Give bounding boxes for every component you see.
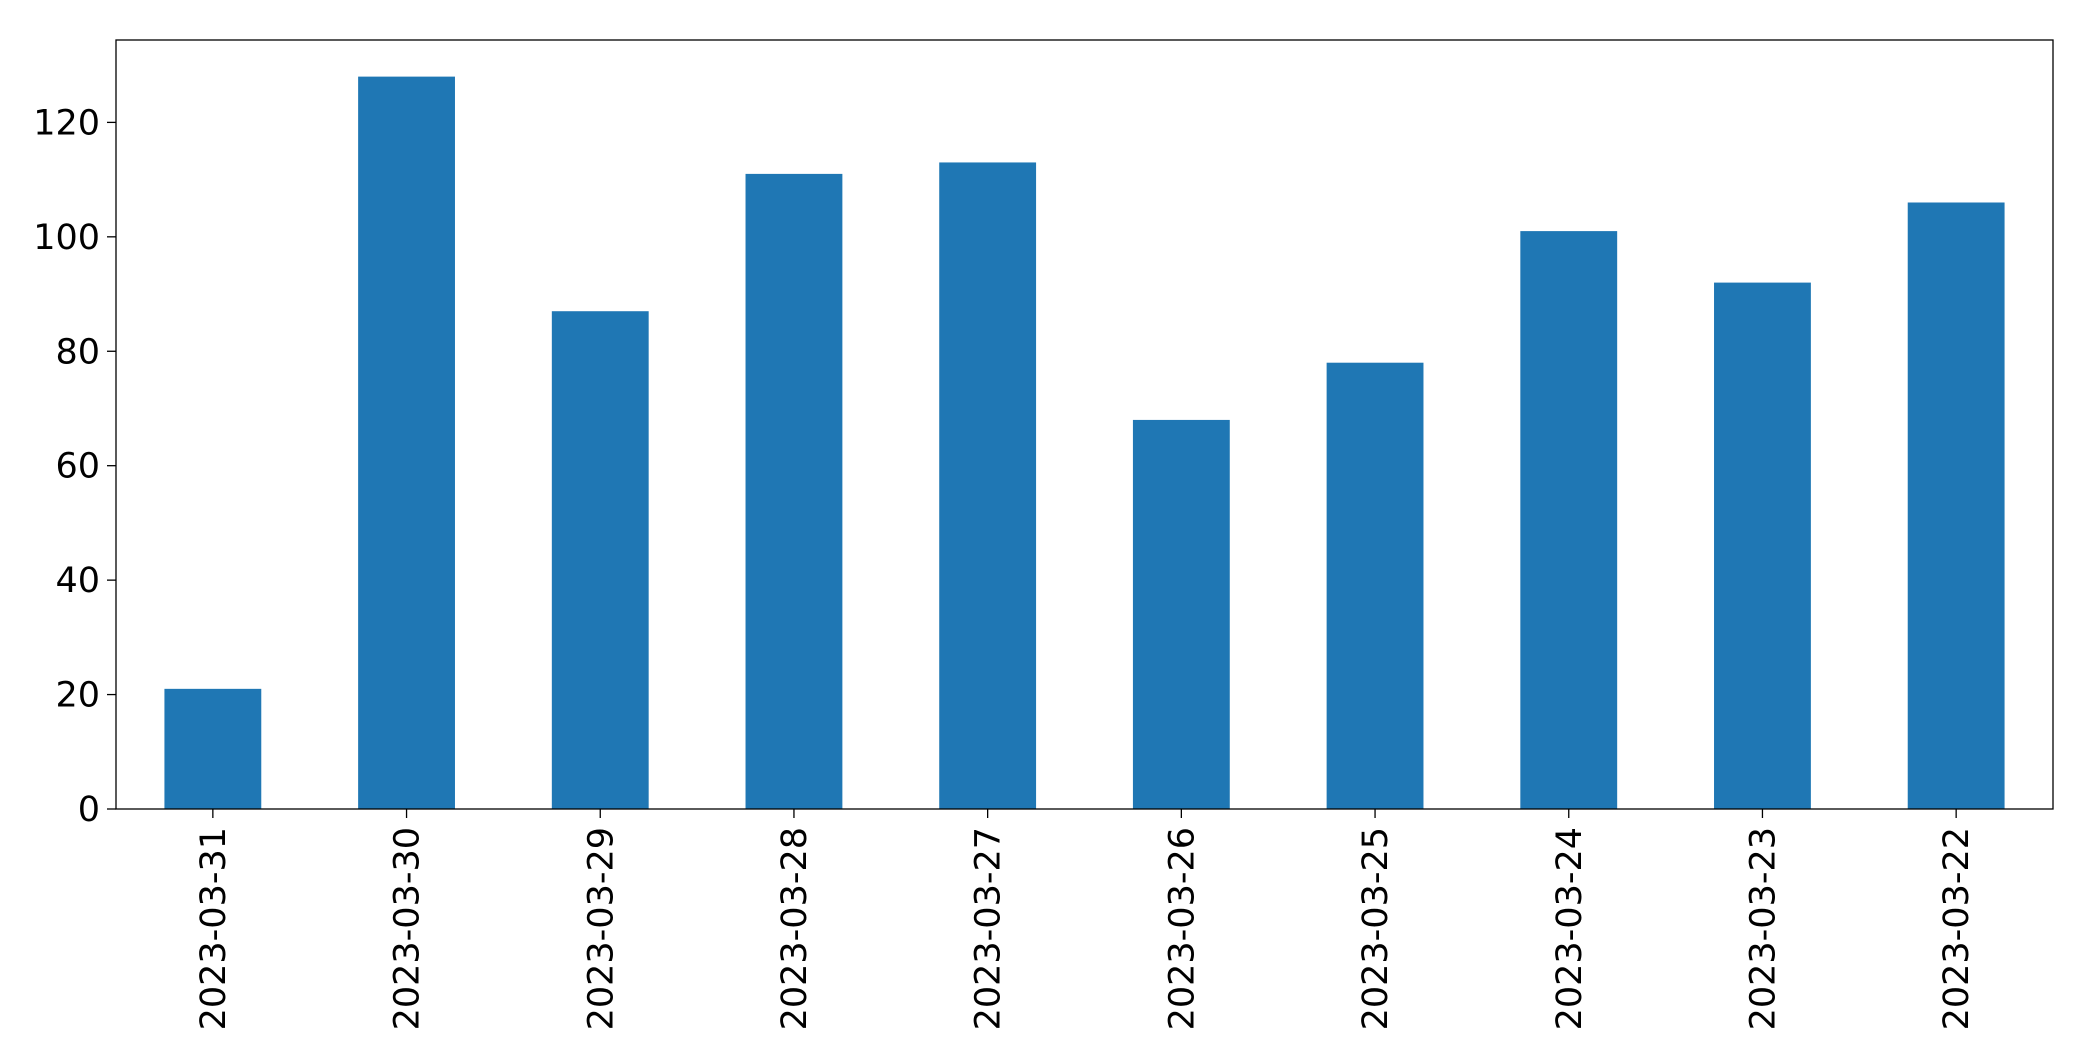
y-tick-label: 80 (55, 332, 100, 372)
bar (1714, 282, 1811, 809)
x-tick-label: 2023-03-30 (388, 827, 428, 1030)
x-tick-label: 2023-03-29 (581, 827, 621, 1030)
bar (1132, 419, 1230, 809)
bar (1907, 202, 2005, 810)
y-tick-label: 100 (33, 218, 100, 258)
plot-frame (115, 39, 2054, 810)
bar (358, 76, 455, 810)
bar (1326, 362, 1424, 809)
x-tick-label: 2023-03-23 (1743, 827, 1783, 1030)
x-tick-label: 2023-03-22 (1937, 827, 1977, 1030)
y-tick-label: 20 (55, 676, 100, 716)
bar (745, 173, 843, 809)
x-tick-label: 2023-03-27 (969, 827, 1009, 1030)
y-tick-label: 60 (55, 447, 100, 487)
x-tick-label: 2023-03-28 (775, 827, 815, 1030)
y-tick-label: 40 (55, 561, 100, 601)
bar (551, 311, 649, 809)
bar (164, 688, 262, 809)
y-tick-label: 0 (78, 790, 100, 830)
bar (939, 162, 1037, 809)
x-tick-label: 2023-03-26 (1162, 827, 1202, 1030)
x-tick-label: 2023-03-25 (1356, 827, 1396, 1030)
x-tick-label: 2023-03-24 (1550, 827, 1590, 1030)
x-tick-label: 2023-03-31 (194, 827, 234, 1030)
bar (1520, 231, 1618, 809)
y-tick-label: 120 (33, 103, 100, 143)
